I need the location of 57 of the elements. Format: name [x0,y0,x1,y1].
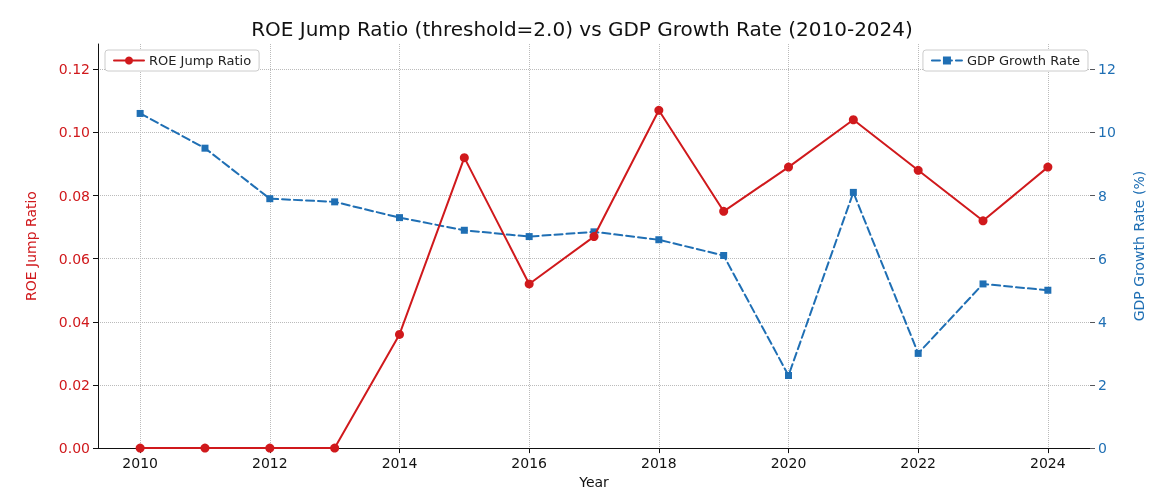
y2-tick-label: 6 [1098,250,1107,267]
point [200,443,210,453]
point [395,329,404,339]
point [265,443,275,453]
point [784,162,794,172]
y-tick-label: 0.02 [58,376,90,393]
point [525,233,533,241]
point [266,195,274,203]
x-tick-label: 2010 [122,455,158,472]
point [459,153,469,163]
point [655,236,663,244]
x-tick-label: 2018 [641,455,677,472]
x-axis-title: Year [578,474,610,490]
point [395,214,403,222]
point [914,349,922,357]
y2-axis-title: GDP Growth Rate (%) [1131,170,1147,322]
y-axis-title: ROE Jump Ratio [23,191,39,302]
x-tick-label: 2012 [252,455,288,472]
point [331,198,339,206]
point [330,443,340,453]
y-tick-label: 0.06 [58,250,91,267]
x-tick-label: 2016 [511,455,548,472]
point [524,279,534,289]
point [136,109,144,117]
point [979,280,987,288]
x-tick-label: 2020 [770,455,807,472]
point [1044,286,1052,294]
y-tick-label: 0.10 [58,124,90,141]
point [589,232,599,242]
point [654,105,664,115]
point [785,371,793,379]
x-tick-label: 2024 [1030,455,1066,472]
point [913,165,923,175]
x-tick-label: 2014 [381,455,418,472]
y-tick-label: 0.04 [58,313,91,330]
y2-tick-label: 2 [1098,376,1107,393]
x-tick-label: 2022 [900,455,936,472]
point [1043,162,1053,172]
point [460,226,468,234]
y2-tick-label: 4 [1098,313,1107,330]
y2-tick-label: 0 [1098,440,1107,457]
chart-title: ROE Jump Ratio (threshold=2.0) vs GDP Growth Rate (2010-2024) [251,17,913,41]
y-tick-label: 0.08 [58,187,90,204]
point [201,144,209,152]
y2-tick-label: 8 [1098,187,1107,204]
point [848,115,858,125]
point [849,188,857,196]
point [978,216,988,226]
y2-tick-label: 12 [1098,61,1116,78]
legend-label: GDP Growth Rate [966,53,1081,68]
y2-tick-label: 10 [1098,124,1116,141]
point [720,252,728,260]
y-tick-label: 0.00 [58,440,90,457]
point [135,443,145,453]
legend-label: ROE Jump Ratio [149,53,252,68]
point [719,206,729,216]
y-tick-label: 0.12 [58,61,90,78]
